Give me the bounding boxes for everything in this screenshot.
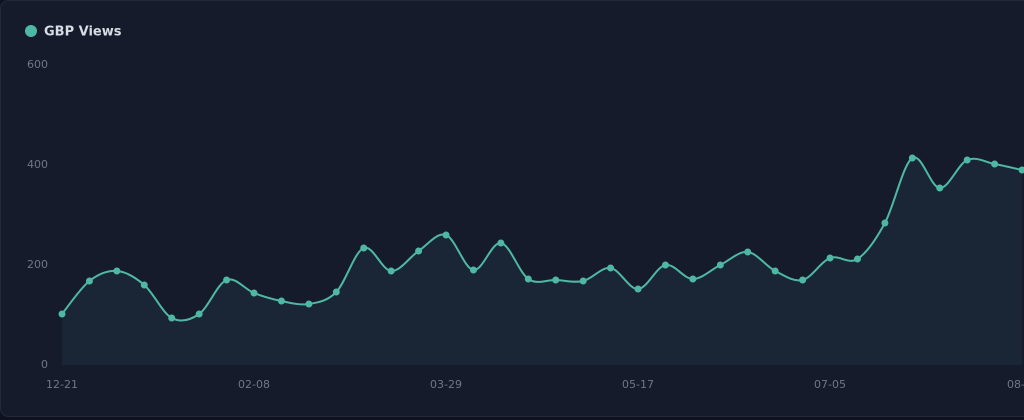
point xyxy=(524,275,532,283)
point xyxy=(85,277,93,285)
x-tick-label: 08- xyxy=(1007,378,1024,391)
point xyxy=(168,314,176,322)
point xyxy=(58,310,66,318)
legend-swatch xyxy=(25,25,37,37)
plot: 0 200 400 600 12-21 02-08 03-29 05-17 07-05 08- xyxy=(27,58,1024,391)
point xyxy=(415,247,423,255)
point xyxy=(195,310,203,318)
point xyxy=(771,267,779,275)
point xyxy=(113,267,121,275)
y-tick-label: 600 xyxy=(27,58,48,71)
point xyxy=(716,261,724,269)
x-tick-label: 03-29 xyxy=(430,378,462,391)
point xyxy=(140,281,148,289)
point xyxy=(250,289,258,297)
point xyxy=(497,239,505,247)
point xyxy=(991,160,999,168)
point xyxy=(469,266,477,274)
legend-label: GBP Views xyxy=(44,25,122,40)
point xyxy=(305,300,313,308)
point xyxy=(579,277,587,285)
x-tick-label: 07-05 xyxy=(814,378,846,391)
y-tick-label: 400 xyxy=(27,158,48,171)
point xyxy=(607,264,615,272)
point xyxy=(277,297,285,305)
point xyxy=(908,154,916,162)
point xyxy=(634,285,642,293)
point xyxy=(360,244,368,252)
y-tick-label: 200 xyxy=(27,258,48,271)
x-tick-label: 05-17 xyxy=(622,378,654,391)
point xyxy=(853,255,861,263)
point xyxy=(223,276,231,284)
point xyxy=(799,276,807,284)
point xyxy=(332,288,340,296)
point xyxy=(936,184,944,192)
point xyxy=(552,276,560,284)
x-tick-label: 02-08 xyxy=(238,378,270,391)
point xyxy=(881,219,889,227)
point xyxy=(963,156,971,164)
y-tick-label: 0 xyxy=(41,358,48,371)
area xyxy=(62,157,1023,365)
point xyxy=(661,261,669,269)
point xyxy=(387,267,395,275)
x-tick-label: 12-21 xyxy=(46,378,78,391)
point xyxy=(1018,166,1024,174)
point xyxy=(689,275,697,283)
point xyxy=(442,231,450,239)
point xyxy=(826,254,834,262)
point xyxy=(744,248,752,256)
